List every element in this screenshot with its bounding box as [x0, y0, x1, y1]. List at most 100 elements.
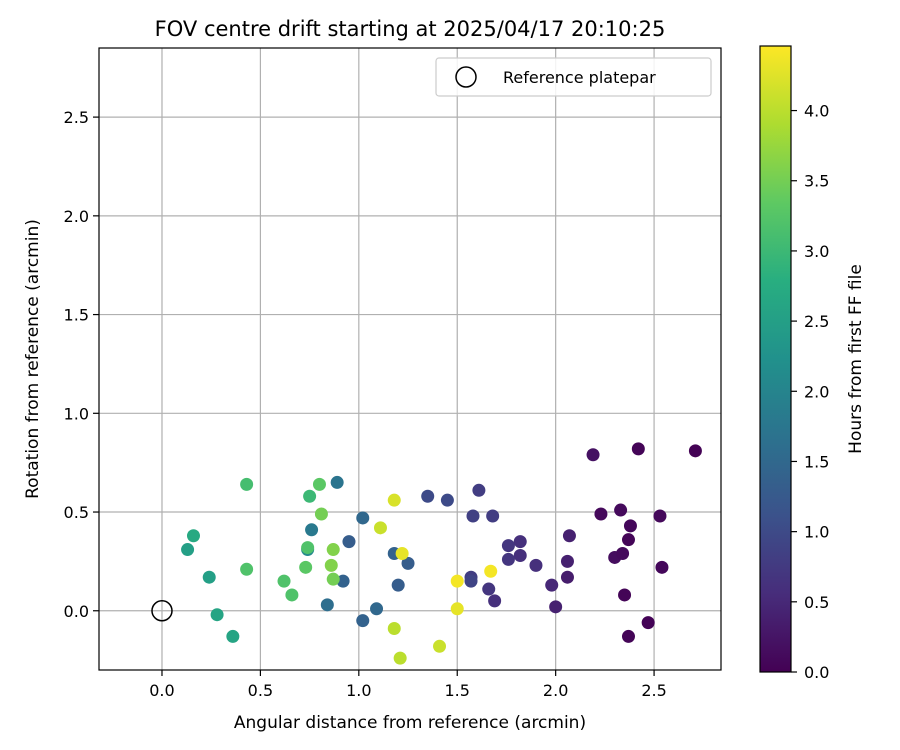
data-point: [320, 598, 334, 612]
x-tick-label: 1.0: [346, 681, 371, 700]
data-point: [529, 558, 543, 572]
data-point: [450, 574, 464, 588]
data-point: [277, 574, 291, 588]
y-axis-label: Rotation from reference (arcmin): [23, 219, 43, 499]
data-point: [240, 477, 254, 491]
x-tick-label: 2.5: [641, 681, 666, 700]
legend-marker: [455, 66, 477, 88]
data-point: [586, 448, 600, 462]
colorbar-tick-label: 0.0: [804, 663, 829, 682]
data-point: [330, 475, 344, 489]
data-point: [653, 509, 667, 523]
colorbar-label: Hours from first FF file: [846, 264, 866, 454]
data-point: [486, 509, 500, 523]
data-point: [545, 578, 559, 592]
data-point: [549, 600, 563, 614]
data-point: [186, 529, 200, 543]
data-point: [401, 556, 415, 570]
colorbar-ticks: 0.0 0.5 1.0 1.5 2.0 2.5 3.0 3.5 4.0: [791, 102, 829, 682]
data-point: [387, 493, 401, 507]
data-point: [312, 477, 326, 491]
data-point: [356, 511, 370, 525]
reference-marker: [151, 600, 173, 622]
data-point: [387, 622, 401, 636]
data-point: [641, 616, 655, 630]
data-point: [482, 582, 496, 596]
legend: Reference platepar: [435, 57, 712, 97]
data-point: [488, 594, 502, 608]
colorbar-tick-label: 4.0: [804, 102, 829, 121]
data-point: [240, 562, 254, 576]
data-point: [450, 602, 464, 616]
data-point: [305, 523, 319, 537]
data-point: [614, 503, 628, 517]
y-tick-label: 0.0: [64, 602, 89, 621]
legend-box: [435, 57, 712, 97]
data-point: [336, 574, 350, 588]
colorbar-tick-label: 3.0: [804, 242, 829, 261]
y-tick-label: 2.0: [64, 207, 89, 226]
data-point: [484, 564, 498, 578]
data-point: [202, 570, 216, 584]
colorbar-tick-label: 3.5: [804, 172, 829, 191]
data-point: [501, 539, 515, 553]
legend-label: Reference platepar: [503, 68, 656, 87]
colorbar-tick-label: 1.5: [804, 452, 829, 471]
grid: [99, 48, 721, 670]
data-point: [303, 489, 317, 503]
x-tick-label: 1.5: [445, 681, 470, 700]
data-point: [631, 442, 645, 456]
data-point: [560, 554, 574, 568]
plot-background: [99, 48, 721, 670]
data-point: [301, 541, 315, 555]
data-point: [616, 546, 630, 560]
data-point: [466, 509, 480, 523]
y-tick-label: 0.5: [64, 503, 89, 522]
data-point: [326, 572, 340, 586]
data-point: [464, 574, 478, 588]
data-point: [326, 543, 340, 557]
data-point: [181, 543, 195, 557]
data-point: [433, 639, 447, 653]
data-point: [393, 651, 407, 665]
data-point: [501, 552, 515, 566]
data-point: [299, 560, 313, 574]
data-point: [285, 588, 299, 602]
y-axis-ticks: 0.0 0.5 1.0 1.5 2.0 2.5: [64, 108, 99, 621]
data-point: [618, 588, 632, 602]
data-point: [314, 507, 328, 521]
x-axis-ticks: 0.0 0.5 1.0 1.5 2.0 2.5: [149, 670, 667, 700]
data-point: [226, 629, 240, 643]
data-point: [688, 444, 702, 458]
plot-frame: [98, 47, 722, 671]
data-point: [391, 578, 405, 592]
data-point: [621, 629, 635, 643]
chart-title: FOV centre drift starting at 2025/04/17 …: [155, 17, 666, 41]
data-point: [356, 614, 370, 628]
colorbar-tick-label: 1.0: [804, 523, 829, 542]
colorbar-tick-label: 2.5: [804, 312, 829, 331]
x-tick-label: 2.0: [543, 681, 568, 700]
data-point: [513, 535, 527, 549]
y-tick-label: 2.5: [64, 108, 89, 127]
y-tick-label: 1.0: [64, 404, 89, 423]
data-point: [594, 507, 608, 521]
data-point: [395, 546, 409, 560]
data-point: [440, 493, 454, 507]
x-tick-label: 0.0: [149, 681, 174, 700]
data-point: [621, 533, 635, 547]
data-point: [210, 608, 224, 622]
x-tick-label: 0.5: [248, 681, 273, 700]
data-point: [560, 570, 574, 584]
data-point: [562, 529, 576, 543]
data-point: [472, 483, 486, 497]
y-tick-label: 1.5: [64, 306, 89, 325]
data-point: [324, 558, 338, 572]
data-points: [181, 442, 702, 665]
data-point: [623, 519, 637, 533]
data-point: [342, 535, 356, 549]
data-point: [373, 521, 387, 535]
data-point: [421, 489, 435, 503]
colorbar-tick-label: 0.5: [804, 593, 829, 612]
